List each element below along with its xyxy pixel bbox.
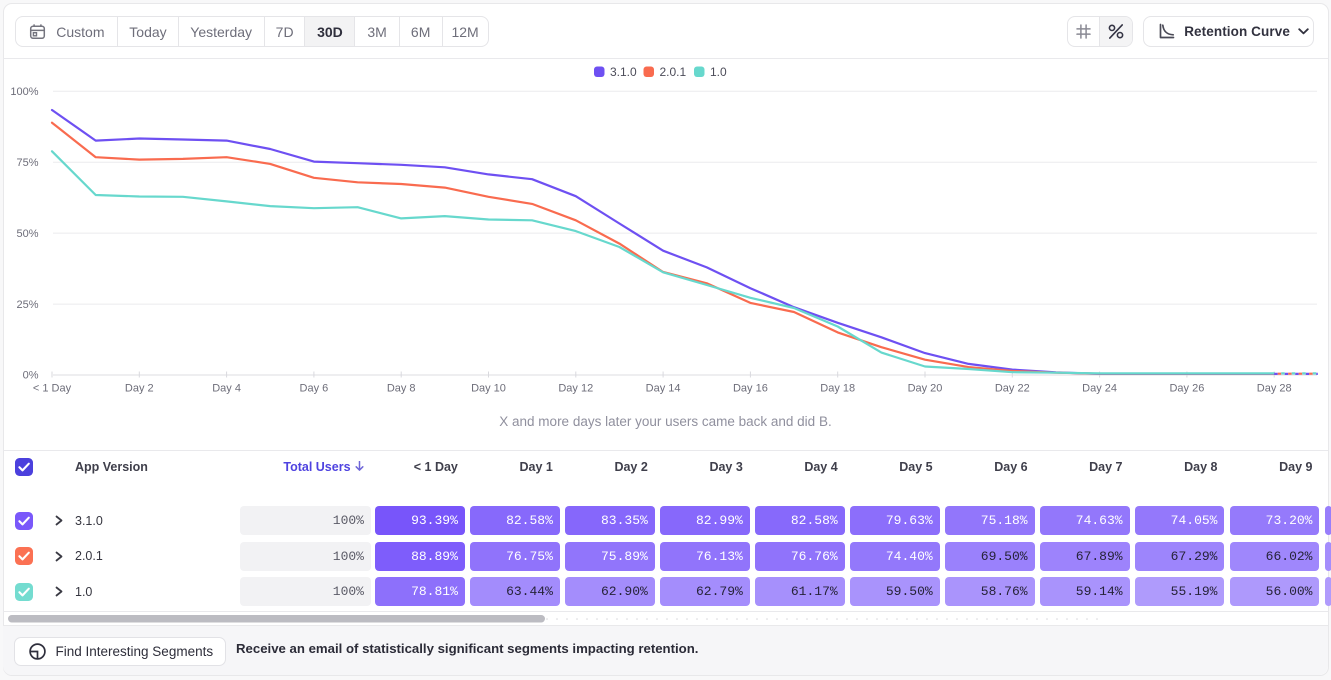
svg-text:Day 16: Day 16 [733,383,768,395]
svg-text:Day 26: Day 26 [1169,383,1204,395]
svg-text:75%: 75% [16,157,38,169]
svg-text:100%: 100% [10,86,38,98]
svg-text:Day 24: Day 24 [1082,383,1117,395]
svg-text:Day 2: Day 2 [125,383,154,395]
svg-text:Day 4: Day 4 [212,383,241,395]
svg-text:3.1.0: 3.1.0 [610,65,637,79]
svg-text:Day 10: Day 10 [471,383,506,395]
svg-text:1.0: 1.0 [710,65,727,79]
svg-text:Day 8: Day 8 [387,383,416,395]
svg-text:0%: 0% [23,370,39,382]
svg-text:50%: 50% [16,228,38,240]
svg-text:Day 20: Day 20 [908,383,943,395]
svg-text:Day 22: Day 22 [995,383,1030,395]
svg-text:25%: 25% [16,299,38,311]
svg-text:< 1 Day: < 1 Day [33,383,72,395]
svg-text:2.0.1: 2.0.1 [660,65,687,79]
svg-text:Day 28: Day 28 [1257,383,1292,395]
svg-text:Day 6: Day 6 [300,383,329,395]
svg-text:Day 18: Day 18 [820,383,855,395]
svg-text:Day 12: Day 12 [558,383,593,395]
svg-text:Day 14: Day 14 [646,383,681,395]
